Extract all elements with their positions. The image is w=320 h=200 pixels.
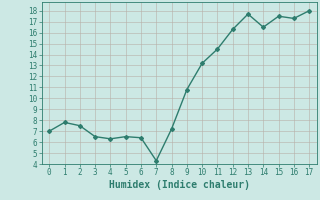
X-axis label: Humidex (Indice chaleur): Humidex (Indice chaleur) [109, 180, 250, 190]
